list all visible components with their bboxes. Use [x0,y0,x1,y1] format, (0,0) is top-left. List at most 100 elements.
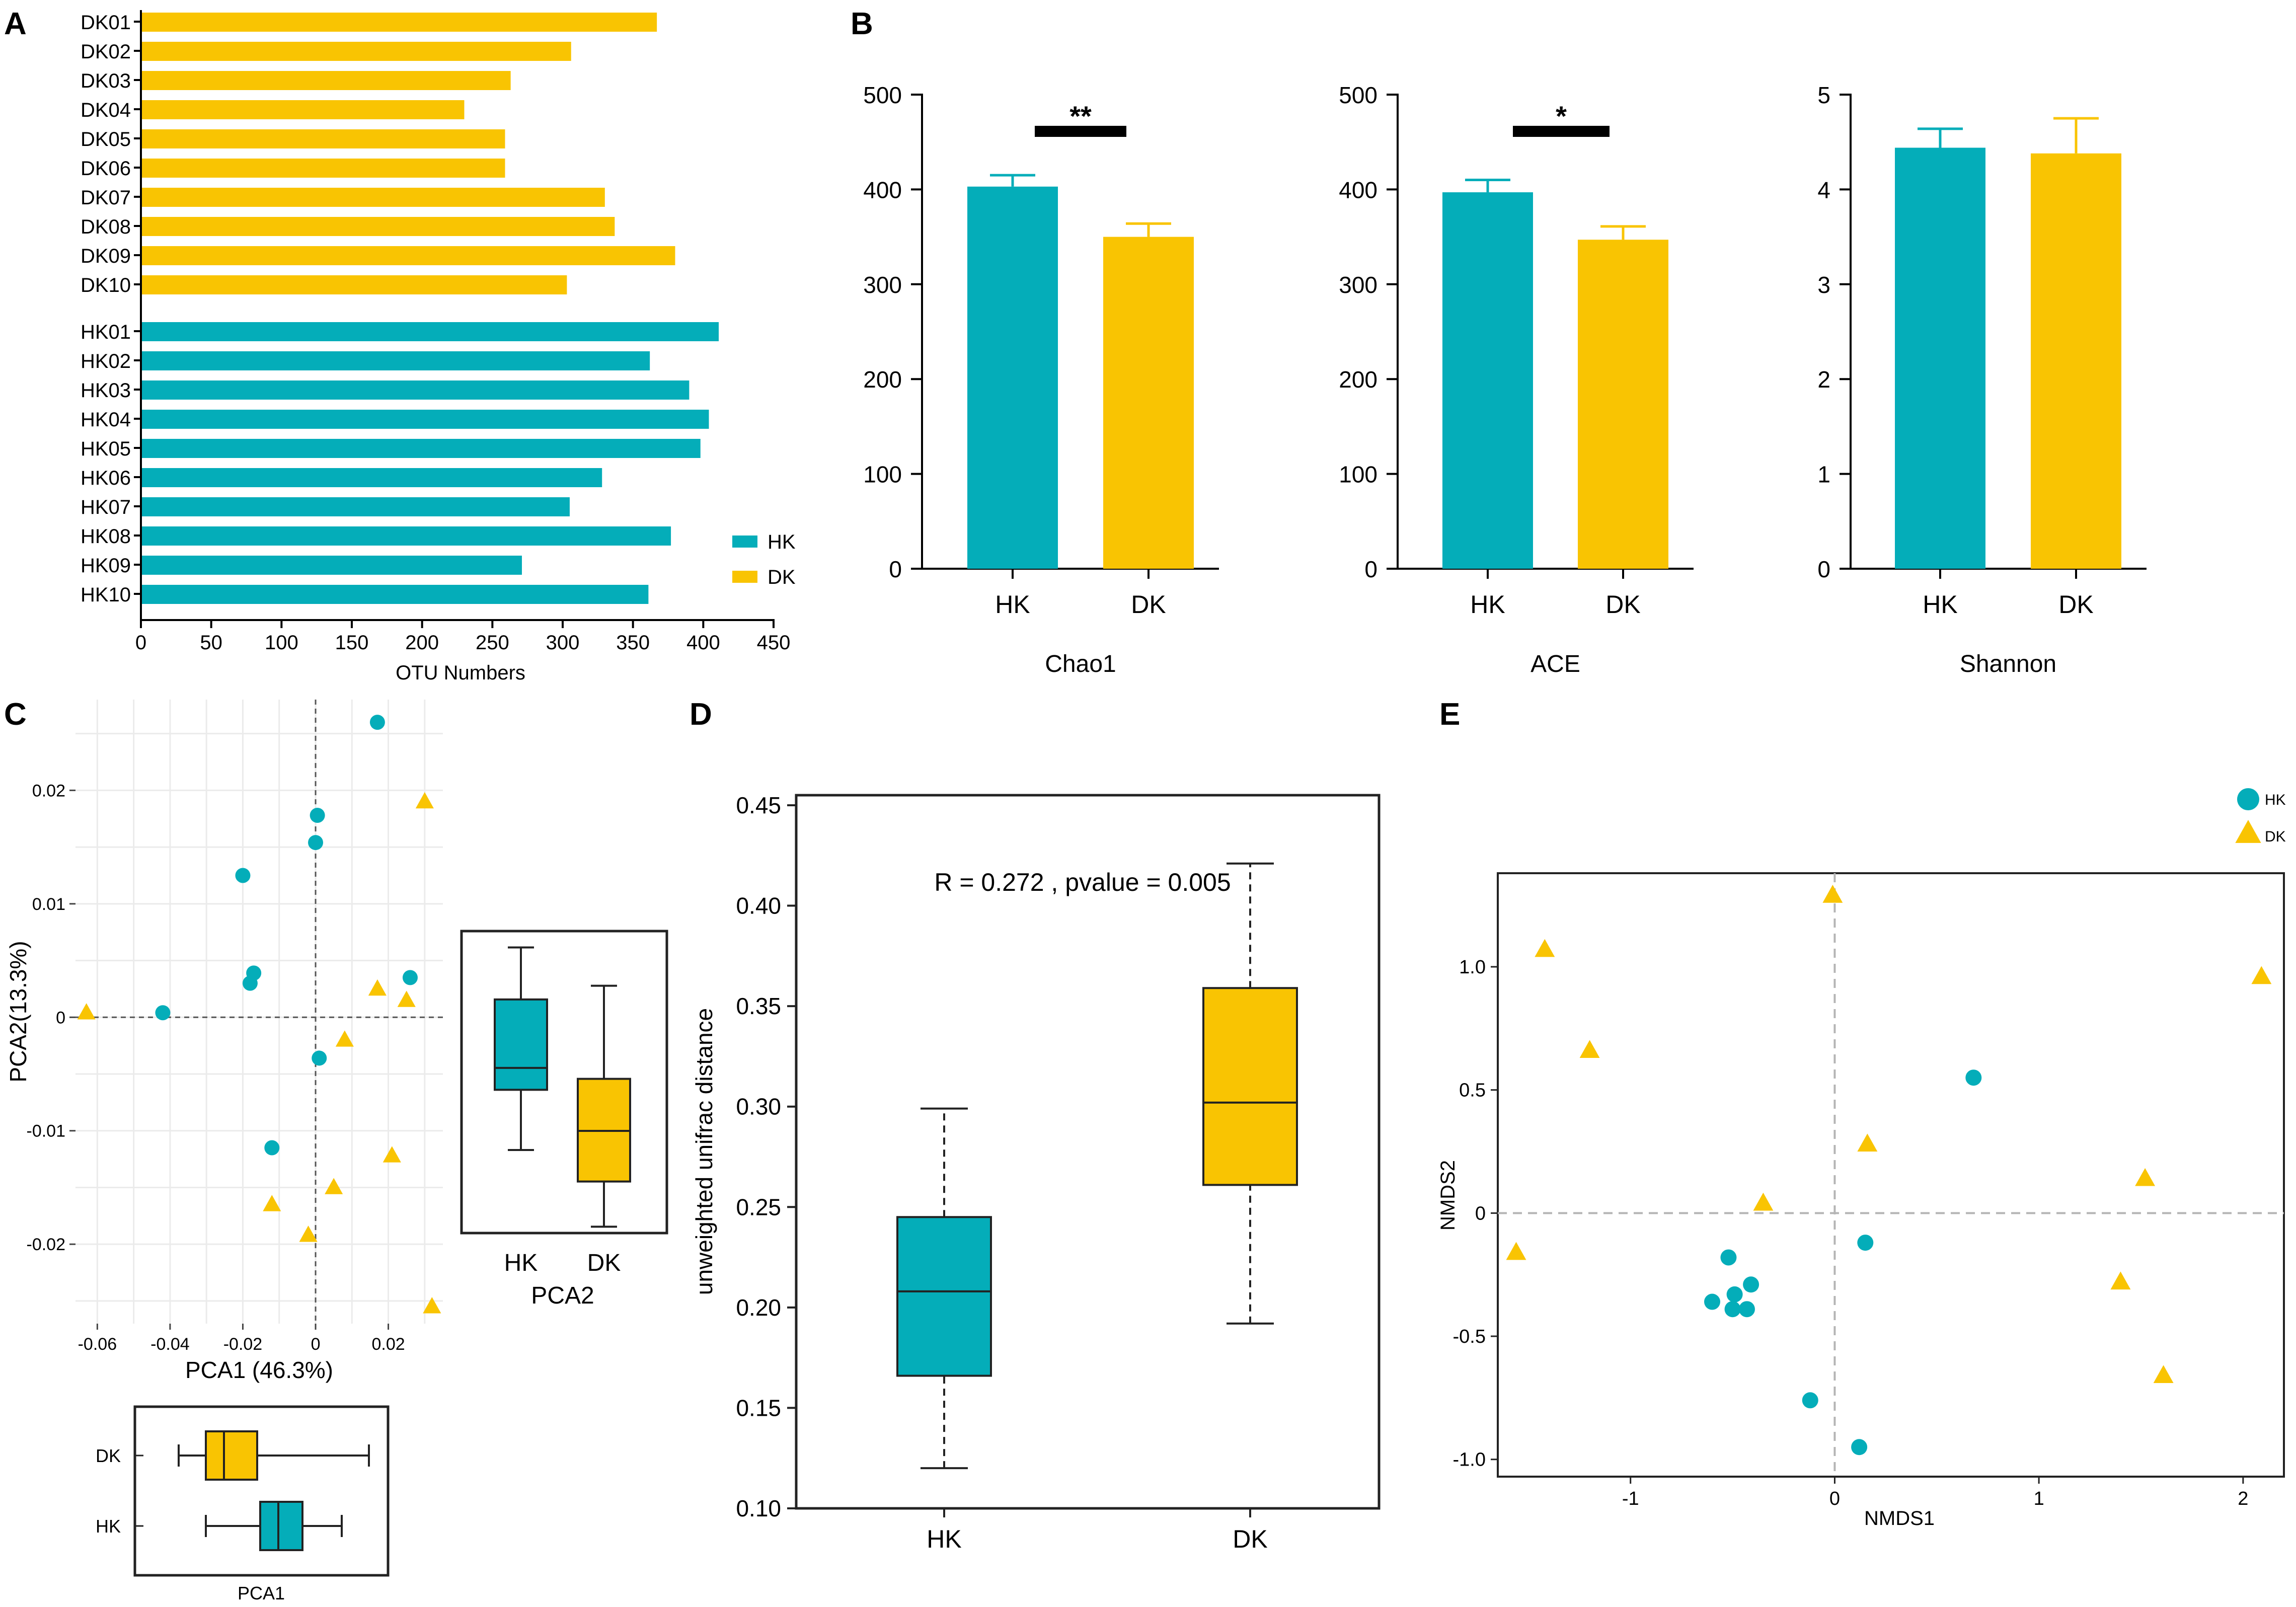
point-hk [312,1050,327,1066]
y-tick-label: 300 [1339,272,1377,298]
point-dk [1753,1192,1774,1211]
y-tick-label: DK03 [81,70,131,92]
inset-frame [460,930,668,1235]
point-hk [1802,1392,1818,1409]
legend-swatch-hk [732,535,757,548]
y-tick-label: HK01 [81,321,131,343]
y-tick-label: DK01 [81,12,131,34]
y-tick-label: 0.40 [736,893,781,919]
panel-b-shannon-chart: 0 1 2 3 4 5 HK DK Shannon [1817,82,2147,677]
point-hk [369,715,385,730]
bar-hk08 [141,526,671,546]
x-tick-label: -0.02 [223,1335,263,1354]
x-tick-label: 250 [476,632,509,654]
point-dk [299,1226,318,1242]
box-hk [494,998,548,1091]
x-tick-label: HK [1923,590,1957,619]
bar-dk07 [141,188,605,207]
y-tick-label: 400 [1339,177,1377,203]
x-axis-title: PCA2 [531,1282,594,1309]
x-tick-label: 200 [405,632,439,654]
y-tick-label-dk: DK [96,1445,121,1466]
y-tick-label: 0.02 [32,781,65,800]
x-axis-title: PCA1 [238,1583,285,1603]
point-dk [1535,939,1555,957]
y-tick-label: -0.5 [1453,1326,1486,1347]
panel-d-unifrac-boxplot: 0.10 0.15 0.20 0.25 0.30 0.35 0.40 0.45 unweight… [691,792,1381,1553]
box-dk [1202,987,1298,1186]
y-tick-label: 0 [889,556,902,582]
panel-c-pca-scatter: -0.06 -0.04 -0.02 0 0.02 -0.02 -0.01 0 0.01 0.02 P… [5,700,443,1383]
legend-label-dk: DK [768,566,796,588]
y-tick-label: HK06 [81,467,131,489]
x-tick-label: HK [1470,590,1505,619]
point-dk [397,990,416,1007]
panel-a-otu-bar-chart: DK01DK02DK03DK04DK05DK06DK07DK08DK09DK10… [81,10,796,684]
chart-title: Chao1 [1045,651,1116,677]
panel-label-a: A [4,7,27,41]
y-tick-label: HK03 [81,379,131,402]
bar-hk [1442,192,1533,569]
y-tick-label: 4 [1817,177,1830,203]
bar-dk [1578,240,1668,569]
y-tick-label: 0.01 [32,895,65,914]
point-dk [1822,885,1843,903]
point-hk [1857,1235,1874,1251]
y-tick-label: HK02 [81,350,131,372]
bar-hk06 [141,468,602,487]
legend-label-dk: DK [2265,828,2286,845]
point-hk [1724,1301,1741,1318]
significance-marker: * [1556,100,1567,132]
bar-dk09 [141,246,675,265]
bar-dk03 [141,71,511,90]
bar-dk01 [141,13,657,32]
bar-hk01 [141,322,719,341]
x-tick-label: -0.04 [150,1335,190,1354]
bar-hk02 [141,351,650,370]
y-tick-label: HK07 [81,496,131,518]
x-tick-label-hk: HK [504,1250,538,1276]
plot-frame [795,794,1381,1510]
bar-hk [967,186,1058,569]
point-hk [1743,1276,1759,1293]
y-tick-label: HK04 [81,409,131,431]
bar-dk10 [141,275,567,294]
y-tick-label: 0 [1817,556,1830,582]
bar-hk03 [141,380,690,400]
bar-hk07 [141,497,570,516]
point-dk [77,1003,96,1020]
inset-frame [133,1405,390,1577]
point-hk [235,868,251,883]
point-dk [335,1030,354,1047]
point-dk [1857,1133,1878,1152]
box-hk [259,1501,303,1551]
bar-dk08 [141,217,615,236]
y-tick-label: DK10 [81,274,131,296]
y-axis-title: PCA2(13.3%) [5,941,31,1082]
point-dk [2251,966,2272,984]
box-hk [896,1216,992,1377]
y-tick-label: 100 [1339,462,1377,488]
y-tick-label: 0 [1475,1203,1486,1224]
y-tick-label: 0.25 [736,1194,781,1220]
y-tick-label: 0 [1364,556,1377,582]
bar-dk04 [141,100,465,119]
y-axis-title: unweighted unifrac distance [691,1008,717,1295]
legend-marker-hk [2237,788,2259,810]
point-hk [402,970,418,985]
x-tick-label: 300 [546,632,580,654]
legend-swatch-dk [732,571,757,583]
y-tick-label: -0.02 [27,1235,66,1254]
panel-c-pca1-boxplot: DK HK PCA1 [96,1405,390,1603]
significance-marker: ** [1069,100,1092,132]
y-tick-label: 400 [863,177,902,203]
x-tick-label: DK [1233,1525,1267,1553]
panel-label-d: D [690,697,712,732]
panel-label-c: C [4,697,27,732]
y-tick-label: 0.30 [736,1094,781,1120]
bar-hk10 [141,585,649,604]
box-dk [205,1430,258,1481]
x-axis-title: OTU Numbers [396,662,525,684]
y-tick-label: 200 [863,366,902,393]
y-tick-label: DK02 [81,41,131,63]
